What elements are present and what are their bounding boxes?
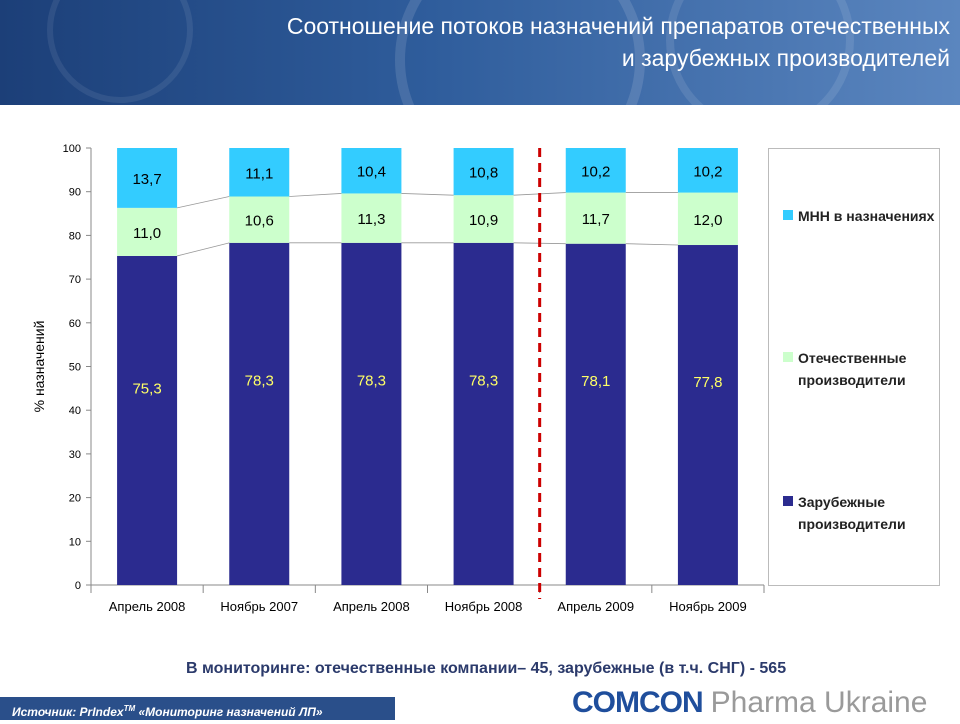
data-label: 11,0	[133, 225, 161, 242]
data-label: 10,8	[469, 165, 498, 182]
bar-segment	[677, 192, 738, 246]
monitoring-note: В мониторинге: отечественные компании– 4…	[186, 660, 787, 677]
x-tick-label: Ноябрь 2008	[445, 599, 523, 614]
y-tick-label: 30	[69, 449, 81, 461]
legend-item-foreign: Зарубежные производители	[783, 491, 939, 535]
bar-segment	[565, 243, 626, 585]
legend-label-domestic: Отечественные производители	[798, 350, 907, 388]
y-tick-label: 70	[69, 274, 81, 286]
bar-segment	[229, 148, 290, 197]
x-tick-label: Апрель 2009	[557, 599, 634, 614]
data-label: 11,1	[245, 165, 273, 182]
series-connector-line	[176, 242, 230, 257]
data-label: 13,7	[132, 171, 161, 188]
bar-segment	[453, 148, 514, 196]
title-line-1: Соотношение потоков назначений препарато…	[286, 13, 950, 39]
y-axis-label: % назначений	[31, 321, 47, 413]
bar-segment	[565, 192, 626, 244]
legend-item-mnn: МНН в назначениях	[783, 205, 939, 227]
data-label: 10,2	[693, 163, 722, 180]
y-tick-label: 40	[69, 405, 81, 417]
y-tick-label: 20	[69, 493, 81, 505]
data-label: 78,3	[357, 373, 386, 390]
legend-swatch-foreign	[783, 496, 793, 506]
data-label: 10,4	[357, 164, 386, 181]
header-banner: Соотношение потоков назначений препарато…	[0, 0, 960, 105]
stacked-bar-chart: 0 10 20 30 40 50 60 70 80 90 100 % назначений Апрель…	[31, 143, 765, 614]
legend-label-foreign: Зарубежные производители	[798, 494, 906, 532]
source-caption: Источник: PrIndexTM «Мониторинг назначен…	[0, 697, 395, 720]
series-connector-line	[289, 193, 342, 197]
bar-segment	[341, 193, 402, 243]
logo-brand: COMCON	[572, 686, 704, 719]
bar-segment	[117, 255, 178, 585]
legend-swatch-domestic	[783, 352, 793, 362]
y-tick-label: 90	[69, 187, 81, 199]
data-label: 10,9	[469, 212, 498, 229]
data-label: 78,1	[581, 373, 610, 390]
bar-segment	[341, 148, 402, 194]
legend-item-domestic: Отечественные производители	[783, 347, 939, 391]
bar-segment	[229, 242, 290, 585]
data-label: 78,3	[469, 373, 498, 390]
bar-segment	[677, 245, 738, 585]
data-label: 12,0	[693, 212, 722, 229]
bar-segment	[565, 148, 626, 193]
data-label: 77,8	[693, 374, 722, 391]
data-label: 10,6	[245, 213, 274, 230]
logo-subtitle: Pharma Ukraine	[710, 686, 928, 719]
y-tick-label: 0	[75, 580, 81, 592]
bar-segment	[117, 207, 178, 256]
bar-segment	[341, 242, 402, 585]
data-label: 10,2	[581, 163, 610, 180]
bar-segment	[229, 196, 290, 243]
legend-label-mnn: МНН в назначениях	[798, 208, 935, 224]
y-tick-label: 10	[69, 536, 81, 548]
x-tick-label: Ноябрь 2007	[220, 599, 298, 614]
data-label: 11,7	[582, 211, 610, 228]
bar-segment	[453, 242, 514, 585]
series-connector-line	[401, 193, 454, 196]
y-tick-label: 100	[63, 143, 81, 155]
x-tick-label: Апрель 2008	[333, 599, 410, 614]
page-title: Соотношение потоков назначений препарато…	[130, 10, 950, 74]
source-trademark: TM	[123, 704, 136, 713]
y-tick-label: 60	[69, 318, 81, 330]
x-tick-label: Ноябрь 2009	[669, 599, 747, 614]
y-tick-label: 50	[69, 362, 81, 374]
x-tick-label: Апрель 2008	[109, 599, 186, 614]
source-prefix: Источник: PrIndex	[12, 705, 124, 719]
title-line-2: и зарубежных производителей	[621, 45, 950, 71]
data-label: 11,3	[357, 211, 385, 228]
data-label: 78,3	[245, 373, 274, 390]
comcon-logo: COMCON Pharma Ukraine	[572, 686, 928, 719]
series-connector-line	[176, 196, 230, 209]
bar-segment	[677, 148, 738, 193]
source-suffix: «Мониторинг назначений ЛП»	[135, 705, 323, 719]
chart-legend: МНН в назначениях Отечественные производ…	[768, 148, 940, 586]
header-decoration	[47, 0, 854, 105]
series-connector-line	[625, 243, 678, 246]
bar-segment	[117, 148, 178, 208]
bar-segment	[453, 195, 514, 243]
legend-swatch-mnn	[783, 210, 793, 220]
y-tick-label: 80	[69, 230, 81, 242]
data-label: 75,3	[132, 381, 161, 398]
